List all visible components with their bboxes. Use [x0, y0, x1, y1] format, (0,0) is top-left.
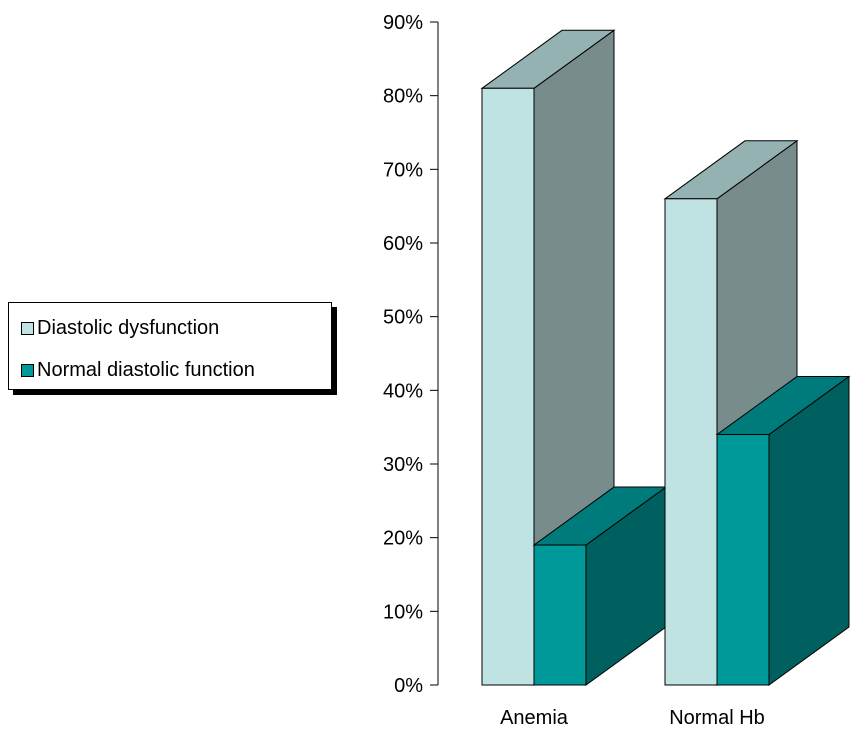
- x-category-label: Anemia: [500, 707, 569, 729]
- y-tick-label: 80%: [383, 86, 423, 108]
- legend: Diastolic dysfunction Normal diastolic f…: [8, 302, 332, 390]
- bar-front-face: [481, 87, 535, 686]
- y-axis-ticks: 0% 10% 20% 30% 40% 50% 60% 70% 80% 90%: [383, 12, 438, 697]
- y-tick-label: 20%: [383, 528, 423, 550]
- bar-front-face: [533, 544, 587, 686]
- bar-2-2: [715, 375, 851, 686]
- y-tick-label: 60%: [383, 233, 423, 255]
- y-tick-label: 70%: [383, 159, 423, 181]
- y-tick-label: 30%: [383, 454, 423, 476]
- y-tick-label: 40%: [383, 380, 423, 402]
- y-tick-label: 50%: [383, 307, 423, 329]
- category-labels: Anemia Normal Hb: [500, 707, 765, 729]
- legend-item-series-1: Diastolic dysfunction: [21, 317, 219, 340]
- legend-label-series-1: Diastolic dysfunction: [37, 317, 220, 339]
- legend-label-series-2: Normal diastolic function: [37, 359, 255, 381]
- x-category-label: Normal Hb: [669, 707, 765, 729]
- y-tick-label: 90%: [383, 12, 423, 34]
- legend-swatch-series-2: [21, 364, 34, 377]
- bar-front-face: [664, 198, 718, 686]
- y-tick-label: 10%: [383, 601, 423, 623]
- legend-swatch-series-1: [21, 322, 34, 335]
- legend-item-series-2: Normal diastolic function: [21, 359, 255, 382]
- bars: [480, 29, 851, 686]
- y-tick-label: 0%: [394, 675, 423, 697]
- bar-front-face: [716, 434, 770, 686]
